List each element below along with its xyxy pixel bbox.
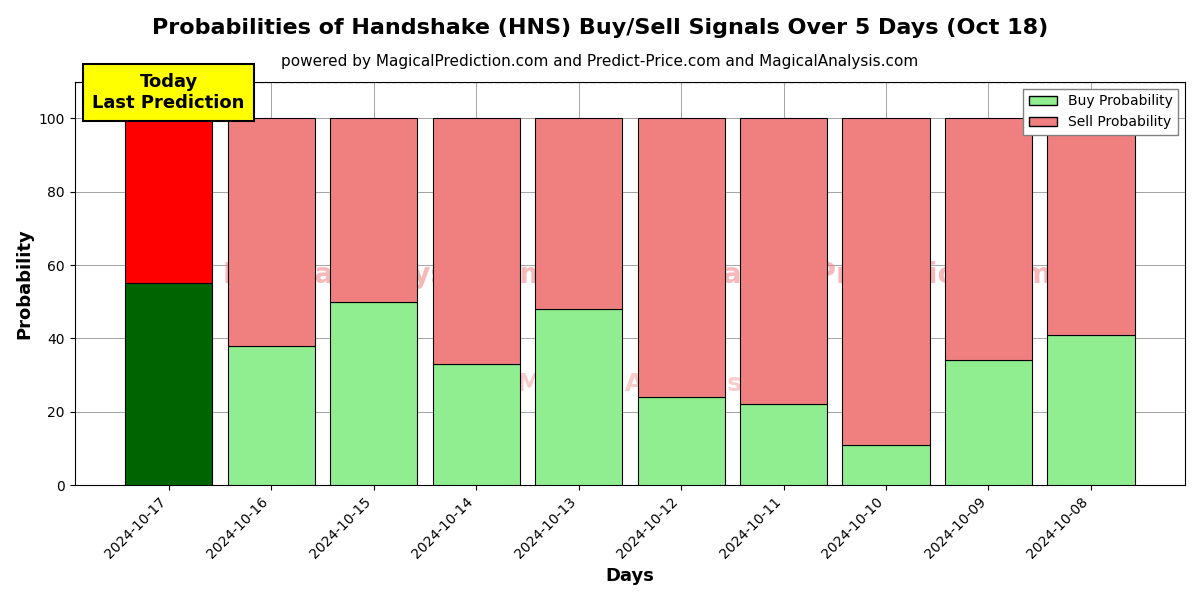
Bar <box>125 118 212 283</box>
Text: Today
Last Prediction: Today Last Prediction <box>92 73 245 112</box>
Legend: Buy Probability, Sell Probability: Buy Probability, Sell Probability <box>1024 89 1178 135</box>
Y-axis label: Probability: Probability <box>16 228 34 339</box>
Bar <box>535 118 622 309</box>
Text: powered by MagicalPrediction.com and Predict-Price.com and MagicalAnalysis.com: powered by MagicalPrediction.com and Pre… <box>281 54 919 69</box>
Text: Probabilities of Handshake (HNS) Buy/Sell Signals Over 5 Days (Oct 18): Probabilities of Handshake (HNS) Buy/Sel… <box>152 18 1048 38</box>
Bar <box>125 283 212 485</box>
Bar <box>228 118 314 346</box>
Text: MagicalPrediction.com: MagicalPrediction.com <box>696 262 1052 289</box>
Bar <box>842 445 930 485</box>
Bar <box>432 364 520 485</box>
Bar <box>432 118 520 364</box>
Bar <box>740 404 827 485</box>
Bar <box>330 118 418 302</box>
X-axis label: Days: Days <box>605 567 654 585</box>
Text: MagicalAnalysis: MagicalAnalysis <box>517 373 743 397</box>
Bar <box>842 118 930 445</box>
Text: MagicalAnalysis.com: MagicalAnalysis.com <box>222 262 548 289</box>
Bar <box>330 302 418 485</box>
Bar <box>228 346 314 485</box>
Bar <box>1048 118 1134 335</box>
Bar <box>637 118 725 397</box>
Bar <box>740 118 827 404</box>
Bar <box>1048 335 1134 485</box>
Bar <box>944 118 1032 361</box>
Bar <box>944 361 1032 485</box>
Bar <box>637 397 725 485</box>
Bar <box>535 309 622 485</box>
